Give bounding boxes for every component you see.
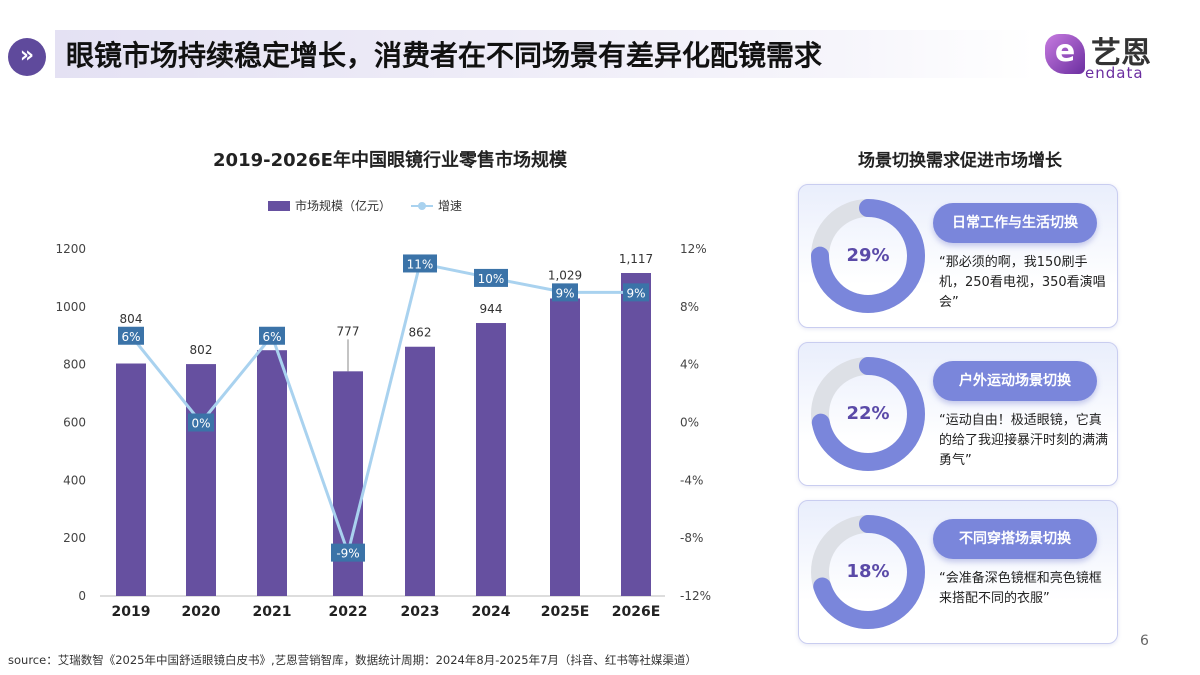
x-tick: 2025E: [541, 604, 590, 620]
svg-text:6%: 6%: [121, 330, 140, 344]
x-tick: 2024: [472, 604, 511, 620]
bar: [186, 364, 216, 596]
x-tick: 2020: [182, 604, 221, 620]
y-right-tick: 4%: [680, 358, 699, 372]
page-title: 眼镜市场持续稳定增长，消费者在不同场景有差异化配镜需求: [66, 39, 823, 72]
y-left-tick: 800: [63, 358, 86, 372]
x-tick: 2026E: [612, 604, 661, 620]
endata-logo: e 艺恩 endata: [1045, 28, 1175, 82]
y-right-tick: 12%: [680, 242, 707, 256]
donut-percent: 18%: [846, 561, 890, 582]
donut-chart: [811, 515, 925, 629]
growth-label: 0%: [188, 413, 214, 432]
y-left-tick: 0: [78, 589, 86, 603]
scenario-quote: “运动自由！极适眼镜，它真的给了我迎接暴汗时刻的满满勇气”: [939, 413, 1109, 468]
legend-line: 增速: [411, 197, 462, 214]
bar-label: 804: [120, 312, 143, 326]
bar-label: 862: [409, 326, 432, 340]
scenario-label: 不同穿搭场景切换: [933, 519, 1097, 559]
scenario-card: 18% 不同穿搭场景切换 “会准备深色镜框和亮色镜框来搭配不同的衣服”: [798, 500, 1118, 644]
donut-chart: [811, 357, 925, 471]
y-left-tick: 1200: [55, 242, 86, 256]
bar-label: 1,117: [619, 252, 653, 266]
y-left-tick: 1000: [55, 300, 86, 314]
growth-label: 6%: [259, 326, 285, 345]
combo-chart: 0 200 400 600 800 1000 1200 -12% -8% -4% 0% 4% 8% 12%…: [55, 242, 711, 620]
right-title: 场景切换需求促进市场增长: [858, 151, 1062, 171]
growth-label: 9%: [623, 283, 649, 302]
bar: [476, 323, 506, 596]
scenario-quote: “会准备深色镜框和亮色镜框来搭配不同的衣服”: [939, 571, 1102, 606]
donut-percent: 22%: [846, 403, 890, 424]
y-left-tick: 600: [63, 416, 86, 430]
bar: [405, 346, 435, 596]
scenario-label: 户外运动场景切换: [933, 361, 1097, 401]
chart-legend: 市场规模（亿元） 增速: [268, 197, 462, 214]
growth-label: -9%: [331, 543, 365, 562]
x-tick: 2019: [112, 604, 151, 620]
growth-label: 6%: [118, 326, 144, 345]
scenario-quote: “那必须的啊，我150刷手机，250看电视，350看演唱会”: [939, 255, 1106, 310]
donut-chart: [811, 199, 925, 313]
bar: [116, 363, 146, 596]
header-band: [55, 30, 1035, 78]
scenario-label: 日常工作与生活切换: [933, 203, 1097, 243]
bar-label: 802: [190, 343, 213, 357]
growth-label: 11%: [403, 254, 437, 273]
y-right-tick: -12%: [680, 589, 711, 603]
svg-text:11%: 11%: [407, 257, 434, 271]
growth-label: 10%: [474, 268, 508, 287]
svg-text:10%: 10%: [478, 272, 505, 286]
page-number: 6: [1140, 633, 1149, 649]
svg-text:-9%: -9%: [336, 547, 359, 561]
donut-percent: 29%: [846, 245, 890, 266]
bar: [621, 273, 651, 596]
bar-label: 777: [337, 324, 360, 338]
svg-text:0%: 0%: [191, 417, 210, 431]
double-chevron-right-icon: »: [8, 38, 46, 76]
scenario-card: 22% 户外运动场景切换 “运动自由！极适眼镜，它真的给了我迎接暴汗时刻的满满勇…: [798, 342, 1118, 486]
svg-text:6%: 6%: [262, 330, 281, 344]
bar: [333, 371, 363, 596]
svg-text:9%: 9%: [626, 286, 645, 300]
y-right-tick: -8%: [680, 531, 703, 545]
growth-label: 9%: [552, 283, 578, 302]
bar-label: 1,029: [548, 268, 582, 282]
svg-text:9%: 9%: [555, 286, 574, 300]
legend-bar: 市场规模（亿元）: [268, 197, 391, 214]
bar: [550, 298, 580, 596]
scenario-card: 29% 日常工作与生活切换 “那必须的啊，我150刷手机，250看电视，350看…: [798, 184, 1118, 328]
y-right-tick: 8%: [680, 300, 699, 314]
y-right-tick: 0%: [680, 416, 699, 430]
chart-title: 2019-2026E年中国眼镜行业零售市场规模: [213, 150, 567, 171]
bar-label: 944: [480, 302, 503, 316]
bar: [257, 350, 287, 596]
x-tick: 2023: [401, 604, 440, 620]
x-tick: 2022: [329, 604, 368, 620]
y-right-tick: -4%: [680, 473, 703, 487]
x-tick: 2021: [253, 604, 292, 620]
y-left-tick: 200: [63, 531, 86, 545]
y-left-tick: 400: [63, 473, 86, 487]
source-note: source：艾瑞数智《2025年中国舒适眼镜白皮书》,艺恩营销智库，数据统计周…: [8, 653, 697, 667]
